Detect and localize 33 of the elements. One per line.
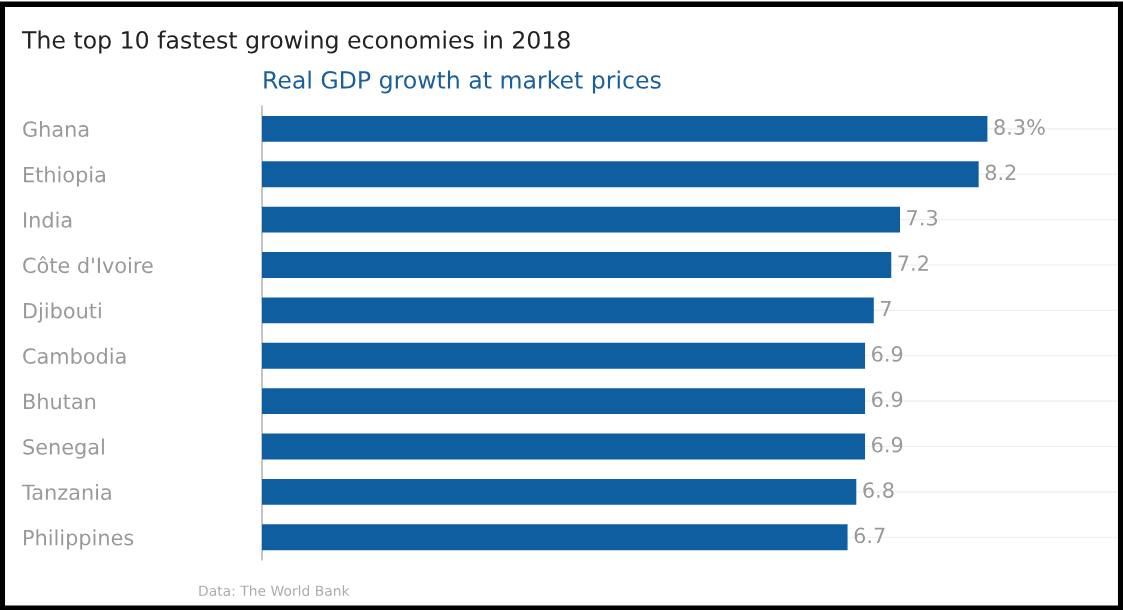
y-tick-label: Ethiopia	[24, 166, 105, 187]
text: Data: The World Bank	[199, 585, 350, 597]
y-tick-label: Cambodia	[23, 347, 126, 364]
chart-title: The top 10 fastest growing economies in 2018	[21, 30, 570, 54]
data-label: 8.3%	[994, 119, 1045, 135]
y-tick-label: Bhutan	[24, 393, 96, 410]
data-label: 6.7	[854, 527, 885, 544]
data-label: 6.9	[872, 346, 903, 362]
bar	[262, 252, 892, 278]
bar	[262, 297, 874, 324]
y-tick-label: Senegal	[23, 438, 104, 459]
y-tick-label: Philippines	[24, 529, 134, 550]
bar	[262, 478, 857, 505]
data-label: 6.8	[863, 482, 894, 498]
y-tick-label: India	[24, 211, 72, 228]
data-label: 7.3	[907, 209, 938, 226]
data-label: 8.2	[985, 164, 1016, 181]
bar	[262, 388, 866, 415]
data-label: 6.9	[872, 391, 903, 408]
bar	[262, 206, 901, 233]
y-tick-label: Côte d'Ivoire	[23, 256, 153, 274]
chart-subtitle: Real GDP growth at market prices	[264, 70, 661, 94]
y-tick-label: Ghana	[23, 120, 89, 138]
bar	[262, 342, 866, 369]
bar	[262, 115, 988, 142]
data-label: 6.9	[872, 436, 903, 453]
y-tick-label: Tanzania	[21, 483, 111, 501]
bar	[262, 161, 979, 188]
y-tick-label: Djibouti	[24, 302, 101, 323]
bar	[262, 524, 848, 551]
bar	[262, 433, 866, 460]
data-label: 7.2	[898, 255, 928, 271]
data-label: 7	[881, 300, 891, 317]
